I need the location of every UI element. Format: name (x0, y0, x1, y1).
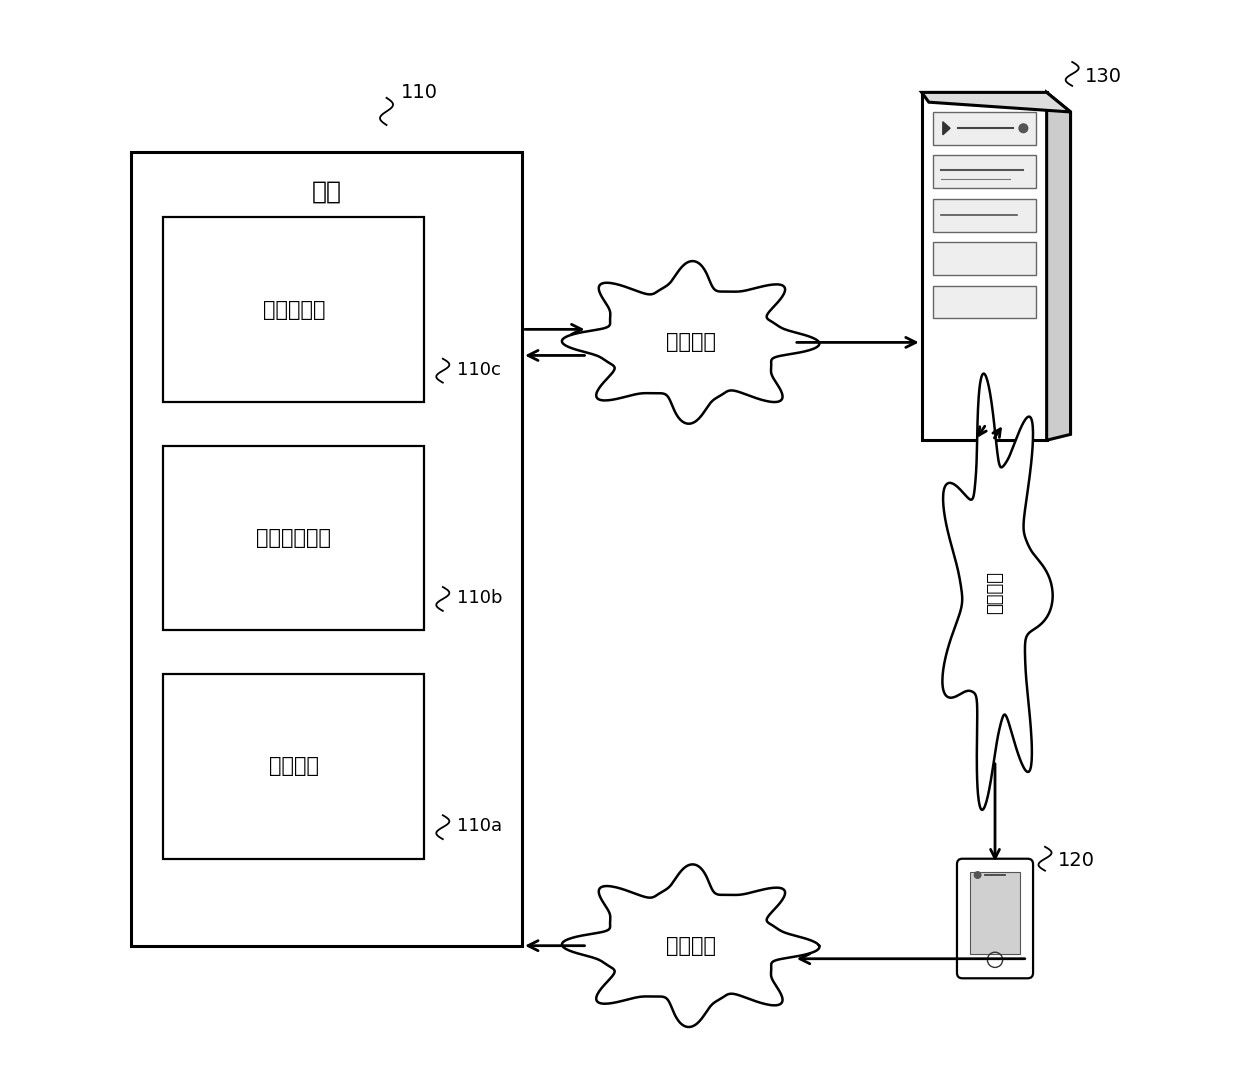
FancyBboxPatch shape (932, 286, 1035, 318)
Circle shape (975, 872, 981, 878)
Text: 蓝牙连接: 蓝牙连接 (666, 936, 715, 955)
Text: 110: 110 (401, 83, 438, 102)
Text: 闸机控制器: 闸机控制器 (263, 300, 325, 320)
Text: 130: 130 (1085, 66, 1122, 86)
Text: 110a: 110a (458, 817, 502, 835)
Polygon shape (921, 92, 1070, 112)
Polygon shape (942, 374, 1053, 810)
Polygon shape (562, 864, 820, 1027)
FancyBboxPatch shape (164, 446, 424, 630)
FancyBboxPatch shape (164, 674, 424, 859)
FancyBboxPatch shape (957, 859, 1033, 978)
FancyBboxPatch shape (932, 112, 1035, 145)
Text: 120: 120 (1058, 851, 1095, 871)
Circle shape (1019, 124, 1028, 133)
FancyBboxPatch shape (164, 217, 424, 402)
FancyBboxPatch shape (932, 155, 1035, 188)
Text: 110c: 110c (458, 361, 501, 378)
Polygon shape (562, 261, 820, 424)
Polygon shape (942, 122, 950, 135)
FancyBboxPatch shape (932, 199, 1035, 232)
Text: 110b: 110b (458, 589, 502, 607)
FancyBboxPatch shape (921, 92, 1047, 440)
Text: 闸机: 闸机 (311, 179, 341, 203)
FancyBboxPatch shape (131, 152, 522, 946)
Text: 网络连接: 网络连接 (986, 571, 1004, 614)
Text: 网络连接: 网络连接 (666, 333, 715, 352)
Text: 票卡处理单元: 票卡处理单元 (257, 528, 331, 548)
FancyBboxPatch shape (970, 872, 1021, 954)
Text: 蓝牙单元: 蓝牙单元 (269, 757, 319, 776)
Polygon shape (1047, 92, 1070, 440)
FancyBboxPatch shape (932, 242, 1035, 275)
